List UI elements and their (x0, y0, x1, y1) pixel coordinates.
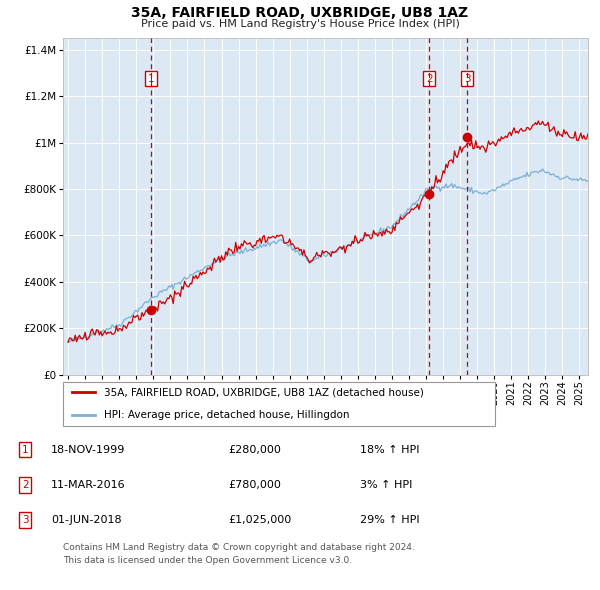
Text: 1: 1 (148, 74, 155, 84)
Text: Contains HM Land Registry data © Crown copyright and database right 2024.: Contains HM Land Registry data © Crown c… (63, 543, 415, 552)
Text: This data is licensed under the Open Government Licence v3.0.: This data is licensed under the Open Gov… (63, 556, 352, 565)
Text: 11-MAR-2016: 11-MAR-2016 (51, 480, 125, 490)
Text: 3% ↑ HPI: 3% ↑ HPI (360, 480, 412, 490)
Text: 1: 1 (22, 445, 29, 454)
Text: 35A, FAIRFIELD ROAD, UXBRIDGE, UB8 1AZ: 35A, FAIRFIELD ROAD, UXBRIDGE, UB8 1AZ (131, 6, 469, 20)
Text: 3: 3 (22, 516, 29, 525)
Text: 3: 3 (464, 74, 470, 84)
Text: 01-JUN-2018: 01-JUN-2018 (51, 516, 122, 525)
FancyBboxPatch shape (63, 382, 495, 426)
Text: 18-NOV-1999: 18-NOV-1999 (51, 445, 125, 454)
Text: 2: 2 (22, 480, 29, 490)
Text: 2: 2 (426, 74, 433, 84)
Text: 18% ↑ HPI: 18% ↑ HPI (360, 445, 419, 454)
Text: 29% ↑ HPI: 29% ↑ HPI (360, 516, 419, 525)
Text: HPI: Average price, detached house, Hillingdon: HPI: Average price, detached house, Hill… (104, 411, 350, 420)
Text: 35A, FAIRFIELD ROAD, UXBRIDGE, UB8 1AZ (detached house): 35A, FAIRFIELD ROAD, UXBRIDGE, UB8 1AZ (… (104, 388, 424, 397)
Text: Price paid vs. HM Land Registry's House Price Index (HPI): Price paid vs. HM Land Registry's House … (140, 19, 460, 30)
Text: £780,000: £780,000 (228, 480, 281, 490)
Text: £1,025,000: £1,025,000 (228, 516, 291, 525)
Text: £280,000: £280,000 (228, 445, 281, 454)
